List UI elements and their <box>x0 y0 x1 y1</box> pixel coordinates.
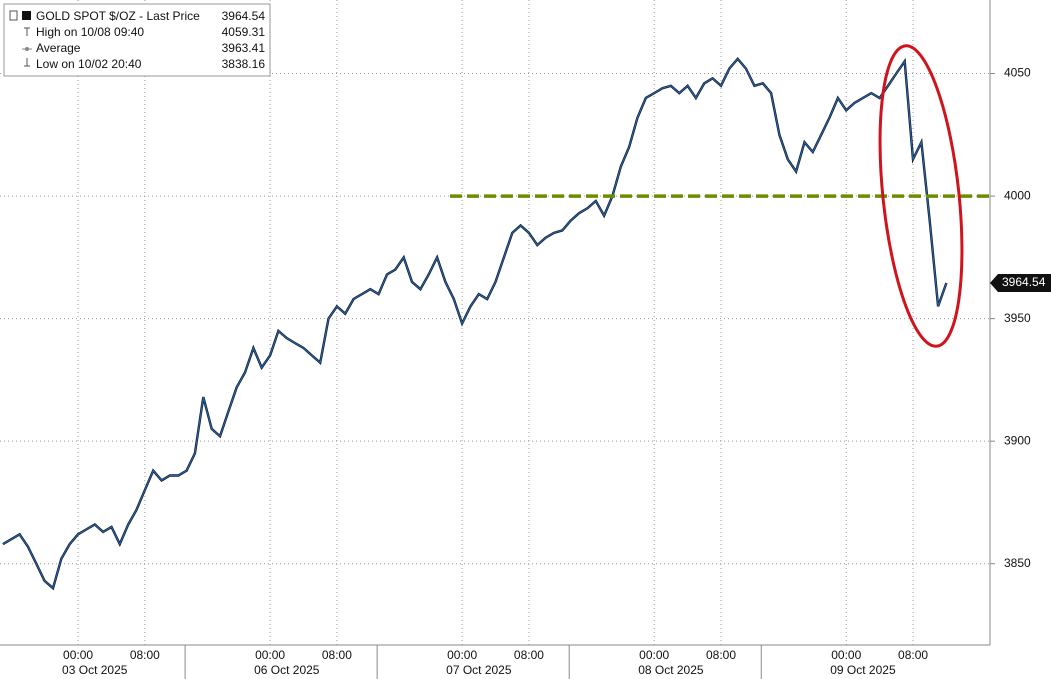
x-date-label: 08 Oct 2025 <box>638 663 704 677</box>
x-tick-label: 08:00 <box>322 648 352 662</box>
legend-label: Low on 10/02 20:40 <box>36 57 142 71</box>
x-tick-label: 00:00 <box>63 648 93 662</box>
legend-box <box>3 3 271 77</box>
legend-icon <box>24 27 30 36</box>
legend-icon <box>25 47 29 51</box>
last-price-label: 3964.54 <box>1002 275 1046 289</box>
y-tick-label: 3850 <box>1004 556 1031 570</box>
x-tick-label: 00:00 <box>831 648 861 662</box>
x-date-label: 09 Oct 2025 <box>830 663 896 677</box>
y-tick-label: 3900 <box>1004 433 1031 447</box>
legend-icon <box>9 10 18 21</box>
legend-swatch <box>22 11 31 20</box>
x-tick-label: 00:00 <box>639 648 669 662</box>
highlight-ellipse <box>878 44 964 348</box>
legend-label: Average <box>36 41 81 55</box>
legend-label: High on 10/08 09:40 <box>36 25 144 39</box>
legend-value: 3838.16 <box>222 57 266 71</box>
x-date-label: 07 Oct 2025 <box>446 663 512 677</box>
legend: GOLD SPOT $/OZ - Last Price 3964.54 High… <box>3 3 271 77</box>
y-tick-label: 3950 <box>1004 311 1031 325</box>
legend-icon <box>24 58 30 67</box>
legend-label: GOLD SPOT $/OZ - Last Price <box>36 9 200 23</box>
x-tick-label: 08:00 <box>898 648 928 662</box>
x-tick-label: 08:00 <box>130 648 160 662</box>
legend-value: 3964.54 <box>222 9 266 23</box>
x-tick-label: 08:00 <box>514 648 544 662</box>
price-line <box>2 57 947 590</box>
x-date-label: 06 Oct 2025 <box>254 663 320 677</box>
x-date-label: 03 Oct 2025 <box>62 663 128 677</box>
x-tick-label: 00:00 <box>255 648 285 662</box>
last-price-marker <box>990 273 1051 292</box>
legend-value: 4059.31 <box>222 25 266 39</box>
legend-value: 3963.41 <box>222 41 266 55</box>
y-tick-label: 4050 <box>1004 66 1031 80</box>
y-tick-label: 4000 <box>1004 188 1031 202</box>
x-tick-label: 00:00 <box>447 648 477 662</box>
x-tick-label: 08:00 <box>706 648 736 662</box>
plot-area <box>0 0 990 645</box>
